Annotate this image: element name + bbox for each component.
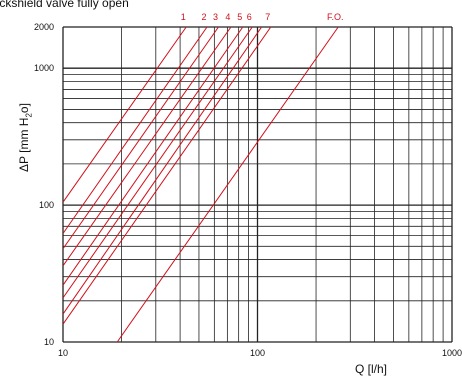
y-tick-label: 1000 (34, 63, 54, 73)
chart-title: Lockshield valve fully open (0, 0, 129, 10)
series-line (62, 26, 244, 286)
axis-ticks: 10 100 1000 10 100 1000 2000 (34, 22, 462, 358)
curve-labels: 1 2 3 4 5 6 7 F.O. (181, 12, 344, 22)
curve-label: 7 (265, 12, 270, 22)
series-line (62, 26, 272, 325)
curve-label: F.O. (327, 12, 344, 22)
series-line (116, 26, 339, 343)
series-lines (62, 26, 339, 343)
curve-label: 2 (201, 12, 206, 22)
x-axis-label: Q [l/h] (355, 362, 388, 376)
series-line (62, 26, 219, 250)
y-tick-label: 100 (39, 200, 54, 210)
x-tick-label: 100 (250, 348, 265, 358)
series-line (62, 26, 263, 315)
curve-label: 5 (237, 12, 242, 22)
curve-label: 1 (181, 12, 186, 22)
curve-label: 6 (247, 12, 252, 22)
series-line (62, 26, 208, 234)
series-line (62, 26, 253, 299)
grid (62, 26, 453, 343)
curve-label: 3 (213, 12, 218, 22)
x-tick-label: 1000 (442, 348, 462, 358)
y-tick-label: 2000 (34, 22, 54, 32)
series-line (62, 26, 232, 267)
x-tick-label: 10 (58, 348, 68, 358)
series-line (62, 26, 187, 203)
y-tick-label: 10 (44, 337, 54, 347)
curve-label: 4 (225, 12, 230, 22)
